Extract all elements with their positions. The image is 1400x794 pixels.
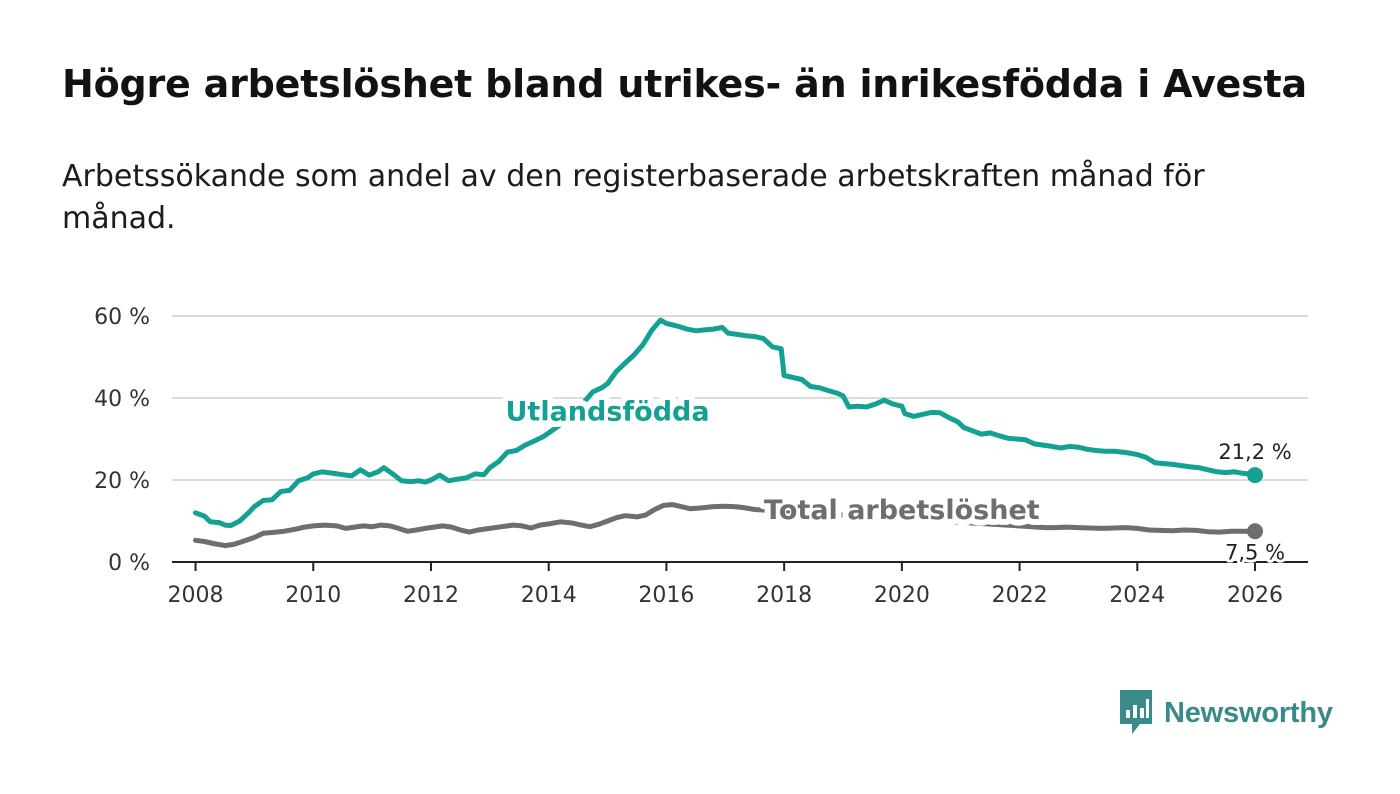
series-label-total-arbetsl-shet: Total arbetslöshet	[764, 495, 1040, 526]
x-tick-label: 2016	[638, 583, 694, 608]
x-tick-label: 2008	[168, 583, 224, 608]
end-value-label-total-arbetsl-shet: 7,5 %	[1225, 540, 1285, 564]
x-tick-label: 2020	[874, 583, 930, 608]
series-annotations: Utlandsfödda Total arbetslöshet	[500, 391, 1046, 532]
y-tick-label: 60 %	[94, 305, 150, 330]
series-lines	[193, 317, 1258, 549]
chart-title: Högre arbetslöshet bland utrikes- än inr…	[62, 62, 1307, 106]
end-point-total-arbetsl-shet	[1247, 523, 1264, 540]
x-tick-label: 2024	[1109, 583, 1165, 608]
x-tick-label: 2010	[285, 583, 341, 608]
bar-chart-speech-bubble-icon	[1120, 690, 1152, 734]
grid-lines	[172, 315, 1308, 481]
brand-name: Newsworthy	[1164, 696, 1333, 729]
newsworthy-logo[interactable]: Newsworthy	[1118, 690, 1333, 736]
x-tick-label: 2022	[992, 583, 1048, 608]
x-tick-label: 2026	[1227, 583, 1283, 608]
series-line-utlandsf-dda	[193, 317, 1258, 528]
x-tick-label: 2014	[521, 583, 577, 608]
series-line-total-arbetsl-shet	[193, 502, 1258, 549]
end-value-label-utlandsf-dda: 21,2 %	[1218, 440, 1291, 464]
series-end-points: 21,2 % 7,5 %	[1215, 437, 1294, 567]
y-tick-label: 20 %	[94, 469, 150, 494]
y-axis-ticks: 0 % 20 % 40 % 60 %	[94, 305, 150, 576]
x-tick-label: 2018	[756, 583, 812, 608]
y-tick-label: 0 %	[108, 551, 150, 576]
chart-subtitle: Arbetssökande som andel av den registerb…	[62, 159, 1205, 236]
y-tick-label: 40 %	[94, 387, 150, 412]
end-point-utlandsf-dda	[1247, 467, 1264, 484]
x-tick-label: 2012	[403, 583, 459, 608]
x-axis-ticks: 2008 2010 2012 2014 2016 2018 2020 2022 2024 2026	[168, 562, 1283, 608]
series-label-utlandsf-dda: Utlandsfödda	[506, 397, 710, 428]
